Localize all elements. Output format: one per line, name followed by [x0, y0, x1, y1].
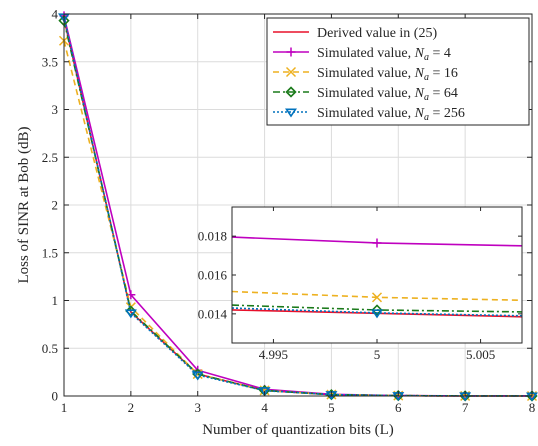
- y-tick-label: 4: [52, 7, 59, 22]
- legend-marker: [285, 86, 297, 98]
- legend-item: Simulated value, Na = 64: [273, 86, 458, 103]
- inset-data-point-marker: [371, 309, 383, 319]
- x-tick-label: 2: [128, 400, 135, 415]
- legend-label: Simulated value, Na = 16: [317, 66, 458, 83]
- x-tick-label: 4: [261, 400, 268, 415]
- legend-label: Simulated value, Na = 64: [317, 86, 458, 103]
- inset-background: [232, 207, 522, 343]
- data-point-marker: [124, 309, 137, 319]
- inset-x-tick-label: 5.005: [466, 347, 495, 362]
- legend-box: [266, 17, 530, 126]
- y-tick-label: 0: [52, 389, 59, 404]
- legend-marker: [286, 47, 296, 57]
- y-tick-label: 2: [52, 198, 59, 213]
- legend-marker: [285, 108, 297, 118]
- data-point-marker: [258, 387, 271, 397]
- legend-label: Derived value in (25): [317, 26, 437, 41]
- x-tick-label: 5: [328, 400, 335, 415]
- y-tick-label: 2.5: [42, 150, 58, 165]
- x-tick-label: 8: [529, 400, 536, 415]
- x-tick-label: 6: [395, 400, 402, 415]
- inset-y-tick-label: 0.014: [198, 306, 228, 321]
- inset-series: [232, 236, 522, 319]
- y-tick-label: 1: [52, 293, 59, 308]
- inset-data-point-marker: [371, 292, 383, 303]
- x-tick-label: 7: [462, 400, 469, 415]
- legend-marker: [285, 66, 297, 78]
- legend-item: Simulated value, Na = 4: [273, 46, 451, 63]
- inset-x-tick-label: 5: [374, 347, 381, 362]
- legend: Derived value in (25) Simulated value, Na…: [266, 17, 530, 126]
- legend-item: Derived value in (25): [273, 26, 437, 41]
- y-axis-title: Loss of SINR at Bob (dB): [16, 126, 32, 283]
- inset-x-tick-label: 4.995: [259, 347, 288, 362]
- inset-data-point-marker: [371, 304, 383, 316]
- legend-label: Simulated value, Na = 256: [317, 106, 465, 123]
- inset-data-point-marker: [372, 238, 382, 248]
- legend-item: Simulated value, Na = 16: [273, 66, 458, 83]
- y-tick-label: 3: [52, 102, 59, 117]
- main-ticks: 1 2 3 4 5 6 7 8 0 0.5 1 1.5 2 2.5 3 3.5 4: [42, 7, 536, 416]
- inset-y-tick-label: 0.018: [198, 229, 227, 244]
- inset-plot: 4.995 5 5.005 0.014 0.016 0.018: [198, 206, 523, 362]
- legend-label: Simulated value, Na = 4: [317, 46, 451, 63]
- y-tick-label: 3.5: [42, 54, 58, 69]
- x-tick-label: 3: [194, 400, 201, 415]
- y-tick-label: 1.5: [42, 245, 58, 260]
- x-tick-label: 1: [61, 400, 68, 415]
- data-point-marker: [191, 371, 204, 381]
- inset-series-line: [232, 307, 522, 317]
- x-axis-title: Number of quantization bits (L): [202, 422, 394, 438]
- y-tick-label: 0.5: [42, 341, 58, 356]
- inset-y-tick-label: 0.016: [198, 268, 228, 283]
